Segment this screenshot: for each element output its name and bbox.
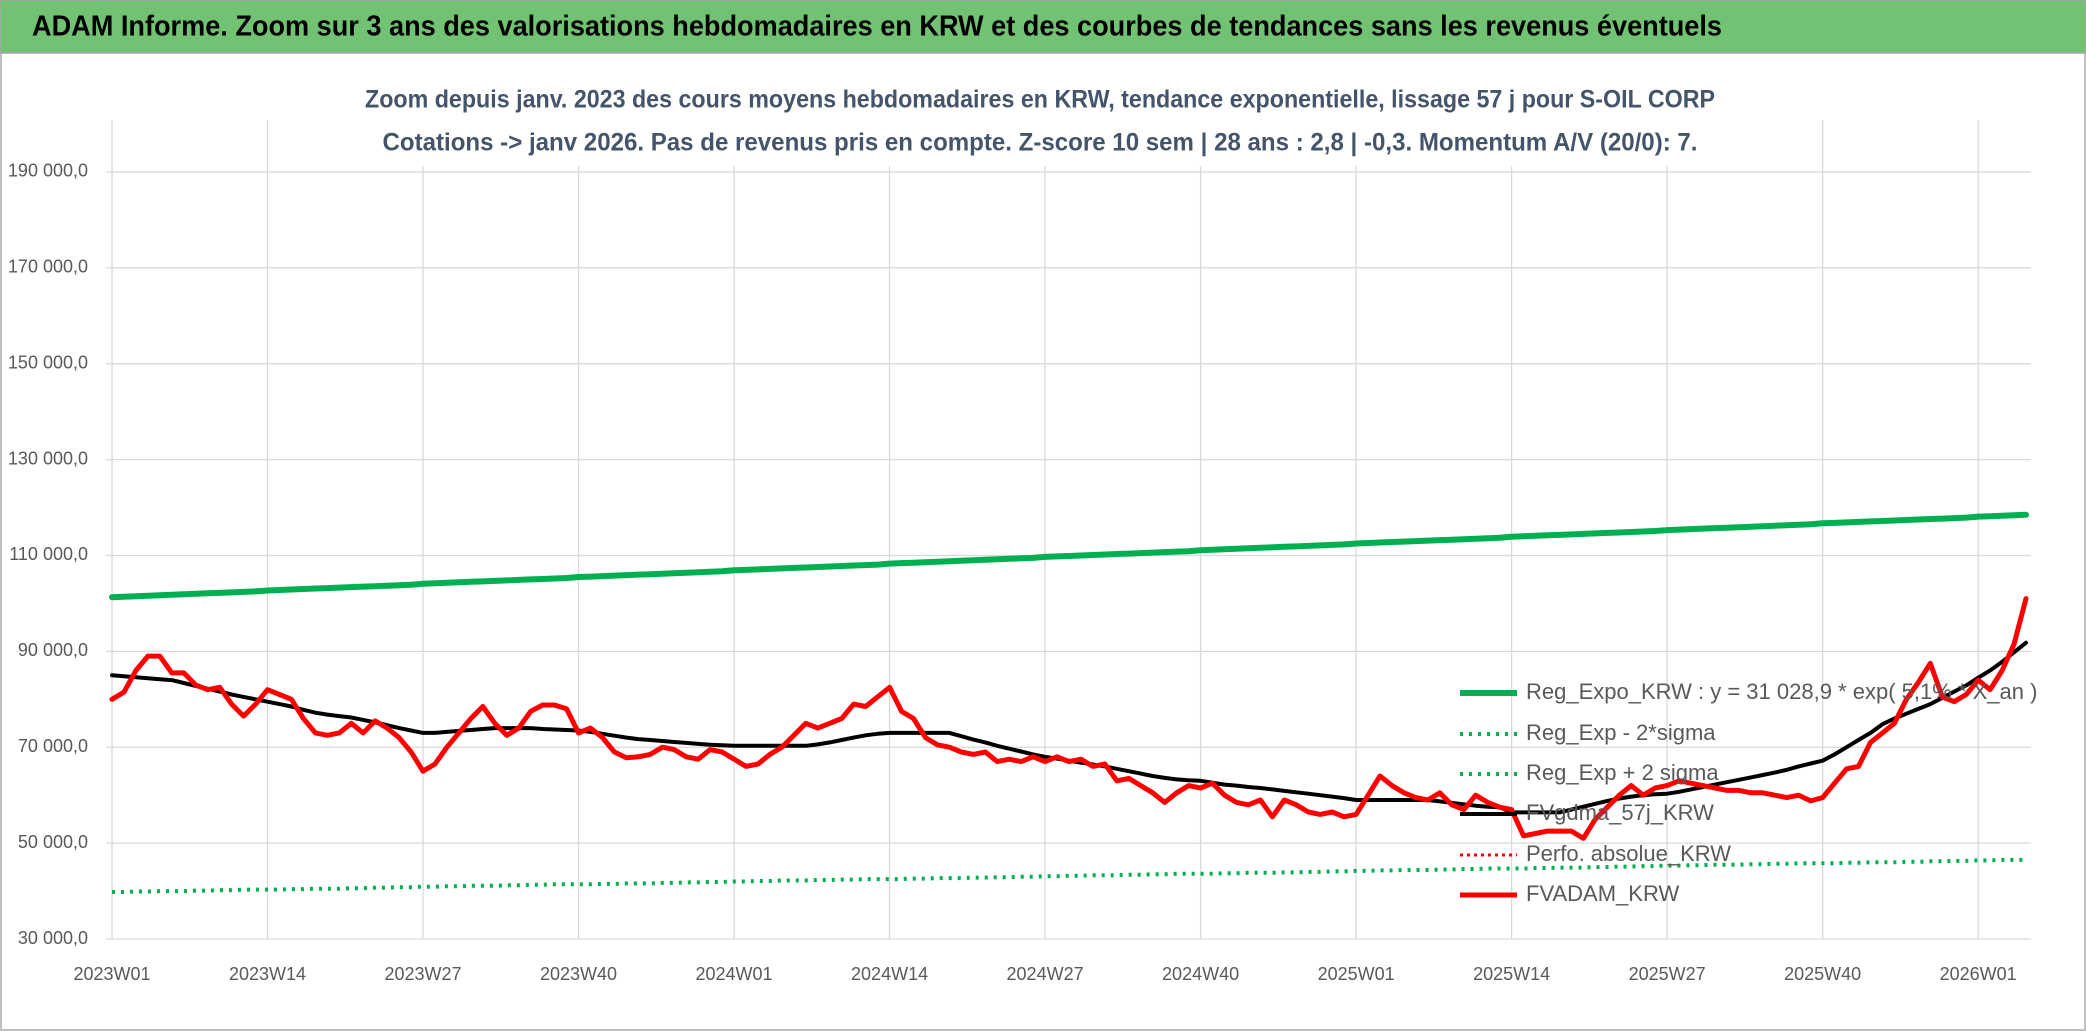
legend-label: FVgdma_57j_KRW bbox=[1526, 800, 1714, 825]
x-tick-label: 2024W14 bbox=[851, 964, 928, 984]
x-tick-label: 2023W40 bbox=[540, 964, 617, 984]
series-line bbox=[109, 511, 2029, 601]
x-tick-label: 2024W40 bbox=[1162, 964, 1239, 984]
series-line bbox=[109, 596, 2029, 841]
x-tick-label: 2024W01 bbox=[696, 964, 773, 984]
x-tick-label: 2024W27 bbox=[1007, 964, 1084, 984]
legend-label: Reg_Exp - 2*sigma bbox=[1526, 720, 1716, 745]
y-tick-label: 30 000,0 bbox=[18, 928, 88, 948]
y-tick-label: 70 000,0 bbox=[18, 736, 88, 756]
legend-label: FVADAM_KRW bbox=[1526, 881, 1679, 906]
grid: 30 000,0 50 000,0 70 000,0 90 000,0 110 000,… bbox=[8, 120, 2031, 984]
x-tick-label: 2025W01 bbox=[1318, 964, 1395, 984]
y-tick-label: 110 000,0 bbox=[9, 544, 88, 564]
subtitle-line: Cotations -> janv 2026. Pas de revenus p… bbox=[383, 129, 1698, 157]
x-tick-label: 2025W14 bbox=[1473, 964, 1550, 984]
legend-label: Perfo. absolue_KRW bbox=[1526, 841, 1731, 866]
legend-label: Reg_Expo_KRW : y = 31 028,9 * exp( 5,1% … bbox=[1526, 679, 2037, 704]
subtitle-line: Zoom depuis janv. 2023 des cours moyens … bbox=[365, 86, 1715, 114]
y-tick-label: 50 000,0 bbox=[18, 832, 88, 852]
x-tick-label: 2025W27 bbox=[1629, 964, 1706, 984]
legend: Reg_Expo_KRW : y = 31 028,9 * exp( 5,1% … bbox=[1460, 679, 2037, 906]
title-banner bbox=[0, 0, 2086, 54]
x-tick-label: 2025W40 bbox=[1784, 964, 1861, 984]
x-tick-label: 2023W01 bbox=[73, 964, 150, 984]
y-tick-label: 170 000,0 bbox=[8, 257, 88, 277]
x-tick-label: 2023W27 bbox=[384, 964, 461, 984]
y-tick-label: 190 000,0 bbox=[8, 161, 88, 181]
subtitle-background bbox=[350, 80, 1735, 166]
x-tick-label: 2026W01 bbox=[1940, 964, 2017, 984]
plot-area bbox=[109, 511, 2029, 894]
y-tick-label: 90 000,0 bbox=[18, 640, 88, 660]
y-tick-label: 130 000,0 bbox=[8, 448, 88, 468]
chart-title: ADAM Informe. Zoom sur 3 ans des valoris… bbox=[32, 11, 1722, 43]
y-tick-label: 150 000,0 bbox=[8, 352, 88, 372]
x-tick-label: 2023W14 bbox=[229, 964, 306, 984]
legend-label: Reg_Exp + 2 sigma bbox=[1526, 760, 1719, 785]
series-line bbox=[112, 857, 2026, 894]
